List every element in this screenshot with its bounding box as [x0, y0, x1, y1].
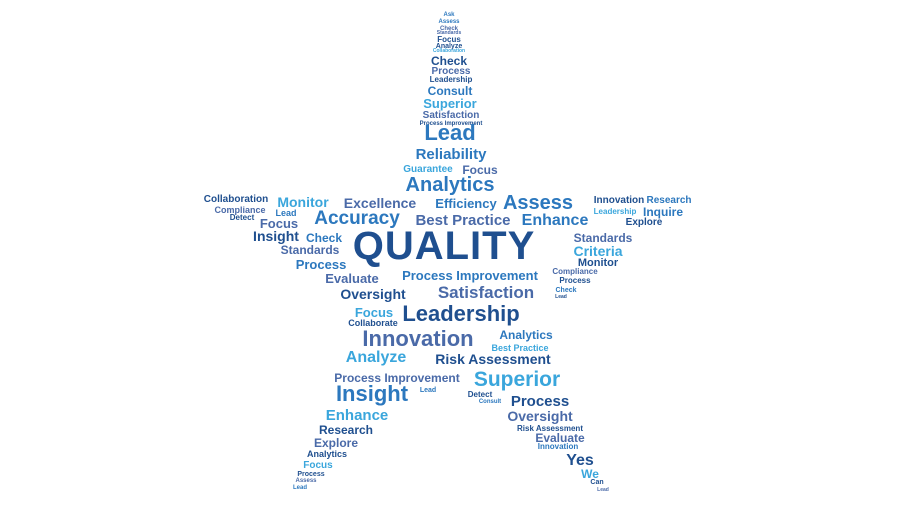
- word-process: Process: [295, 257, 347, 272]
- word-consult: Consult: [427, 84, 473, 98]
- word-leadership: Leadership: [402, 301, 520, 326]
- word-lead: Lead: [292, 485, 308, 491]
- word-efficiency: Efficiency: [435, 196, 497, 211]
- word-research: Research: [646, 195, 692, 206]
- word-explore: Explore: [625, 217, 663, 228]
- word-focus: Focus: [462, 163, 498, 177]
- word-collaborate: Collaborate: [348, 318, 398, 328]
- word-standards: Standards: [280, 243, 340, 257]
- word-check: Check: [555, 287, 577, 294]
- word-enhance: Enhance: [325, 407, 389, 424]
- word-best-practice: Best Practice: [415, 212, 511, 229]
- word-check: Check: [305, 231, 343, 245]
- word-risk-assessment: Risk Assessment: [435, 351, 551, 367]
- word-analytics: Analytics: [405, 174, 495, 196]
- word-evaluate: Evaluate: [535, 431, 585, 445]
- word-consult: Consult: [478, 399, 502, 405]
- word-analyze: Analyze: [345, 349, 407, 366]
- word-risk-assessment: Risk Assessment: [517, 424, 583, 433]
- word-standards: Standards: [573, 231, 633, 245]
- word-assess: Assess: [502, 192, 574, 214]
- word-inquire: Inquire: [642, 205, 684, 219]
- word-lead: Lead: [597, 487, 609, 493]
- word-evaluate: Evaluate: [325, 271, 379, 286]
- word-lead: Lead: [275, 208, 297, 218]
- word-assess: Assess: [295, 478, 317, 484]
- word-focus: Focus: [303, 460, 333, 471]
- word-insight: Insight: [335, 381, 409, 406]
- word-process: Process: [510, 393, 570, 410]
- word-analytics: Analytics: [306, 449, 348, 459]
- word-process-improvement: Process Improvement: [419, 121, 483, 127]
- word-oversight: Oversight: [340, 286, 406, 302]
- word-assess: Assess: [438, 19, 460, 25]
- word-explore: Explore: [313, 436, 359, 450]
- word-process-improvement: Process Improvement: [334, 371, 460, 385]
- word-focus: Focus: [354, 305, 394, 320]
- word-process: Process: [559, 276, 591, 285]
- word-detect: Detect: [229, 213, 255, 222]
- word-check: Check: [430, 54, 468, 68]
- word-collaboration: Collaboration: [432, 48, 466, 54]
- word-compliance: Compliance: [552, 267, 598, 276]
- word-check: Check: [439, 26, 459, 32]
- word-collaboration: Collaboration: [203, 194, 269, 205]
- word-focus: Focus: [259, 216, 299, 231]
- word-innovation: Innovation: [362, 326, 474, 351]
- word-satisfaction: Satisfaction: [422, 110, 480, 121]
- word-can: Can: [590, 479, 604, 486]
- word-lead: Lead: [424, 120, 476, 145]
- word-superior: Superior: [423, 96, 477, 111]
- word-standards: Standards: [436, 30, 462, 36]
- word-detect: Detect: [467, 390, 493, 399]
- word-accuracy: Accuracy: [314, 208, 400, 229]
- word-enhance: Enhance: [521, 212, 589, 229]
- word-monitor: Monitor: [277, 194, 329, 210]
- word-excellence: Excellence: [343, 195, 417, 211]
- word-innovation: Innovation: [593, 195, 645, 206]
- word-process: Process: [431, 66, 471, 77]
- word-analyze: Analyze: [435, 43, 463, 50]
- word-leadership: Leadership: [593, 207, 637, 216]
- word-insight: Insight: [253, 228, 299, 244]
- word-best-practice: Best Practice: [491, 343, 549, 353]
- word-process-improvement: Process Improvement: [402, 268, 538, 283]
- word-guarantee: Guarantee: [403, 164, 453, 175]
- word-innovation: Innovation: [537, 442, 579, 451]
- word-focus: Focus: [437, 35, 461, 44]
- word-quality: QUALITY: [352, 224, 536, 268]
- word-reliability: Reliability: [415, 146, 487, 163]
- word-monitor: Monitor: [577, 257, 619, 269]
- word-we: We: [581, 467, 599, 481]
- word-research: Research: [318, 423, 374, 437]
- word-compliance: Compliance: [214, 205, 266, 215]
- word-yes: Yes: [566, 452, 594, 469]
- word-superior: Superior: [473, 368, 561, 391]
- word-leadership: Leadership: [429, 75, 473, 84]
- word-analytics: Analytics: [499, 328, 553, 342]
- word-lead: Lead: [555, 294, 567, 300]
- word-ask: Ask: [443, 12, 455, 18]
- word-process: Process: [297, 471, 325, 478]
- word-oversight: Oversight: [507, 408, 573, 424]
- word-satisfaction: Satisfaction: [437, 283, 535, 302]
- word-lead: Lead: [419, 387, 437, 394]
- word-criteria: Criteria: [573, 243, 623, 259]
